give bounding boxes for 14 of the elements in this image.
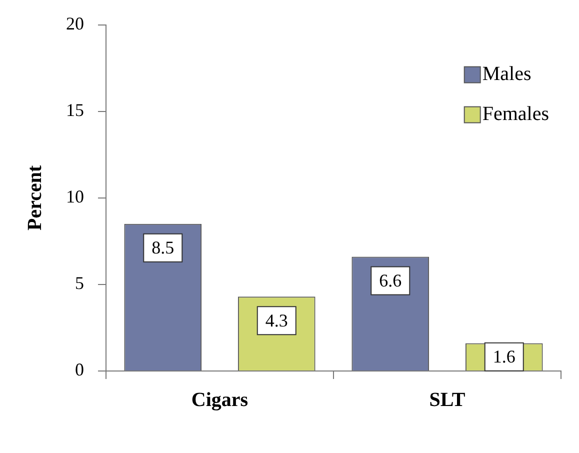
y-axis-title: Percent	[24, 164, 46, 230]
x-tick-label: SLT	[429, 389, 466, 412]
y-tick-label: 0	[75, 360, 84, 380]
data-label: 4.3	[265, 310, 288, 330]
data-label: 1.6	[492, 346, 516, 367]
legend-label: Females	[482, 103, 550, 126]
legend-label: Males	[482, 63, 532, 86]
y-tick-label: 5	[75, 273, 84, 294]
y-tick-label: 20	[66, 14, 84, 34]
data-label: 8.5	[152, 238, 174, 258]
data-label: 6.6	[379, 270, 402, 290]
x-tick-label: Cigars	[191, 389, 248, 412]
y-tick-label: 10	[66, 186, 84, 207]
y-tick-label: 15	[66, 100, 84, 120]
